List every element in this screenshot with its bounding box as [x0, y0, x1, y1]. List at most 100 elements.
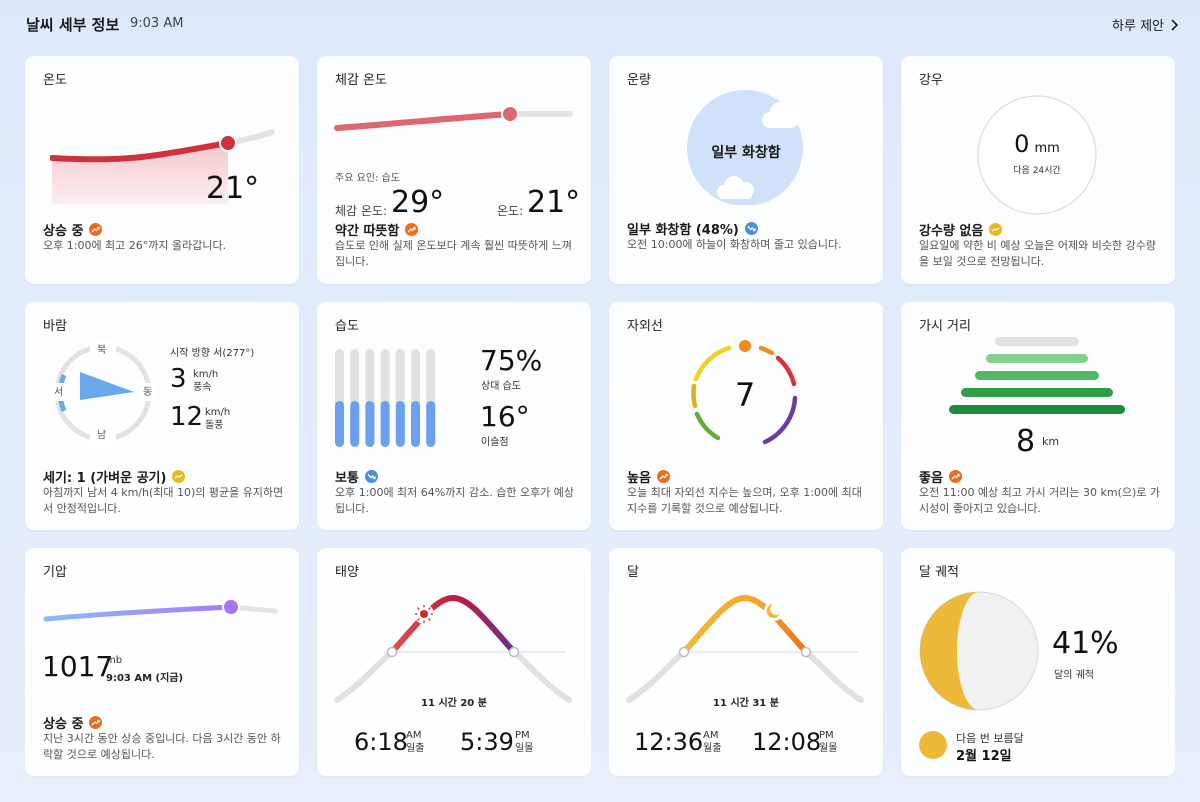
- uv-card[interactable]: 자외선 7 높음 오늘 최대 자외선 지수는 높으며, 오후 1:00에 최대 …: [609, 302, 883, 530]
- card-title: 바람: [43, 319, 67, 334]
- dew-point-value: 16°: [480, 400, 530, 433]
- humidity-card[interactable]: 습도 75% 상대 습도 16° 이슬점 보통 오후 1:00에 최저 64%까…: [317, 302, 591, 530]
- wind-gust-label: 돌풍: [205, 420, 224, 431]
- status-label: 상승 중: [43, 717, 84, 732]
- card-title: 강우: [919, 73, 943, 88]
- wind-compass: [50, 340, 156, 446]
- pressure-trend-bar: [43, 598, 278, 622]
- humidity-value: 75%: [480, 344, 543, 377]
- precipitation-description: 일요일에 약한 비 예상 오늘은 어제와 비슷한 강수량을 보일 것으로 전망됩…: [919, 239, 1156, 268]
- feels-like-status: 약간 따뜻함: [335, 220, 419, 239]
- humidity-bar-fill: [350, 400, 360, 447]
- uv-value: 7: [734, 376, 756, 414]
- temperature-status: 상승 중: [43, 220, 103, 239]
- sunset-ampm: PM: [515, 730, 530, 741]
- humidity-bar-fill: [411, 400, 420, 447]
- humidity-bar-fill: [335, 400, 344, 447]
- sunset-label: 일몰: [515, 743, 534, 754]
- chevron-right-icon: [1171, 18, 1178, 31]
- trend-flat-icon: [172, 470, 186, 483]
- cloud-cover-card[interactable]: 운량 일부 화창함 일부 화창함 (48%) 오전 10:00에 하늘이 화창하…: [609, 56, 883, 284]
- status-label: 강수량 없음: [919, 224, 984, 239]
- humidity-value-label: 상대 습도: [481, 381, 521, 392]
- feels-like-value: 29°: [391, 185, 445, 220]
- compass-east: 동: [143, 387, 153, 398]
- humidity-status: 보통: [335, 467, 378, 486]
- card-title: 달 궤적: [919, 565, 960, 580]
- cloud-center-label: 일부 화창함: [711, 145, 781, 161]
- visibility-unit: km: [1042, 435, 1060, 448]
- precipitation-status: 강수량 없음: [919, 220, 1003, 239]
- temperature-trend-graph: [50, 129, 275, 204]
- pressure-value: 1017: [42, 650, 114, 683]
- pressure-card[interactable]: 기압 1017 mb 9:03 AM (지금) 상승 중 지난 3시간 동안 상…: [25, 548, 299, 776]
- trend-down-icon: [364, 470, 378, 483]
- card-title: 습도: [335, 319, 359, 334]
- humidity-bar-fill: [380, 400, 390, 447]
- wind-speed-label: 풍속: [193, 382, 212, 393]
- moonrise-time: 12:36: [634, 728, 704, 756]
- status-label: 일부 화창함 (48%): [627, 223, 739, 238]
- card-title: 기압: [43, 565, 67, 580]
- uv-status: 높음: [627, 467, 670, 486]
- card-title: 온도: [43, 73, 67, 88]
- sunset-time: 5:39: [460, 728, 514, 756]
- wind-description: 아침까지 남서 4 km/h(최대 10)의 평균을 유지하면서 안정적입니다.: [43, 486, 284, 515]
- moon-phase-card[interactable]: 달 궤적 41% 달의 궤적 다음 번 보름달 2월 12일: [901, 548, 1175, 776]
- daylight-duration: 11 시간 20 분: [421, 698, 487, 709]
- temperature-value: 21°: [206, 171, 260, 206]
- precipitation-period: 다음 24시간: [1013, 166, 1061, 176]
- moon-card[interactable]: 달 11 시간 31 분 12:36 AM 월출 12:08 PM 월몰: [609, 548, 883, 776]
- visibility-graphic: [949, 337, 1125, 414]
- sunrise-ampm: AM: [406, 730, 422, 741]
- compass-south: 남: [97, 430, 107, 441]
- header-bar: 날씨 세부 정보 9:03 AM 하루 제안: [0, 0, 1200, 50]
- uv-description: 오늘 최대 자외선 지수는 높으며, 오후 1:00에 최대 지수를 기록할 것…: [627, 486, 862, 515]
- page-time: 9:03 AM: [130, 16, 184, 31]
- moon-phase-graphic: [919, 591, 1039, 711]
- pressure-description: 지난 3시간 동안 상승 중입니다. 다음 3시간 동안 하락할 것으로 예상됩…: [43, 732, 281, 761]
- wind-card[interactable]: 바람 북 동 남 서 시작 방향 서(277°) 3 km/h 풍속 12 km…: [25, 302, 299, 530]
- next-full-moon-date: 2월 12일: [956, 749, 1012, 764]
- humidity-bar-fill: [395, 400, 405, 447]
- pressure-unit: mb: [106, 655, 123, 666]
- sunrise-label: 일출: [406, 743, 425, 754]
- status-label: 좋음: [919, 471, 943, 486]
- visibility-value: 8: [1016, 424, 1036, 459]
- wind-speed-unit: km/h: [193, 369, 219, 380]
- humidity-description: 오후 1:00에 최저 64%까지 감소. 습한 오후가 예상됩니다.: [335, 486, 575, 515]
- moonset-time: 12:08: [752, 728, 822, 756]
- visibility-card[interactable]: 가시 거리 8 km 좋음 오전 11:00 예상 최고 가시 거리는 30 k…: [901, 302, 1175, 530]
- temperature-description: 오후 1:00에 최고 26°까지 올라갑니다.: [43, 239, 227, 252]
- card-title: 체감 온도: [335, 73, 387, 88]
- pressure-status: 상승 중: [43, 713, 103, 732]
- visibility-description: 오전 11:00 예상 최고 가시 거리는 30 km(으)로 가시성이 좋아지…: [919, 486, 1161, 515]
- wind-gust-value: 12: [170, 402, 204, 432]
- trend-flat-icon: [989, 223, 1003, 236]
- daily-suggestion-label: 하루 제안: [1112, 19, 1164, 34]
- humidity-bar-fill: [426, 400, 436, 447]
- daily-suggestion-link[interactable]: 하루 제안: [1112, 15, 1178, 34]
- precipitation-amount: 0 mm: [976, 130, 1098, 158]
- status-label: 보통: [335, 471, 359, 486]
- precipitation-card[interactable]: 강우 0 mm 다음 24시간 강수량 없음 일요일에 약한 비 예상 오늘은 …: [901, 56, 1175, 284]
- cloud-description: 오전 10:00에 하늘이 화창하며 줄고 있습니다.: [627, 238, 842, 251]
- trend-up-icon: [405, 223, 419, 236]
- trend-up-icon: [656, 470, 670, 483]
- pressure-time: 9:03 AM (지금): [106, 673, 184, 684]
- temperature-card[interactable]: 온도 21° 상승 중 오후 1:00에 최고 26°까지 올라갑니다.: [25, 56, 299, 284]
- feels-like-description: 습도로 인해 실제 온도보다 계속 훨씬 따뜻하게 느껴집니다.: [335, 239, 572, 268]
- sun-path-graphic: [334, 594, 572, 703]
- trend-down-icon: [744, 222, 758, 235]
- wind-speed-value: 3: [170, 364, 187, 394]
- sun-card[interactable]: 태양 11 시간 20 분 6:18 AM 일출 5:39 PM 일몰: [317, 548, 591, 776]
- feels-like-label: 체감 온도:: [335, 204, 388, 218]
- feels-like-card[interactable]: 체감 온도 주요 요인: 습도 체감 온도: 29° 온도: 21° 약간 따뜻…: [317, 56, 591, 284]
- next-full-moon-label: 다음 번 보름달: [956, 732, 1024, 745]
- precipitation-unit: mm: [1034, 141, 1060, 156]
- status-label: 세기: 1 (가벼운 공기): [43, 471, 167, 486]
- cloud-cover-graphic: [687, 90, 803, 205]
- trend-up-icon: [89, 716, 103, 729]
- wind-start-direction: 시작 방향 서(277°): [170, 348, 255, 359]
- compass-north: 북: [97, 345, 107, 356]
